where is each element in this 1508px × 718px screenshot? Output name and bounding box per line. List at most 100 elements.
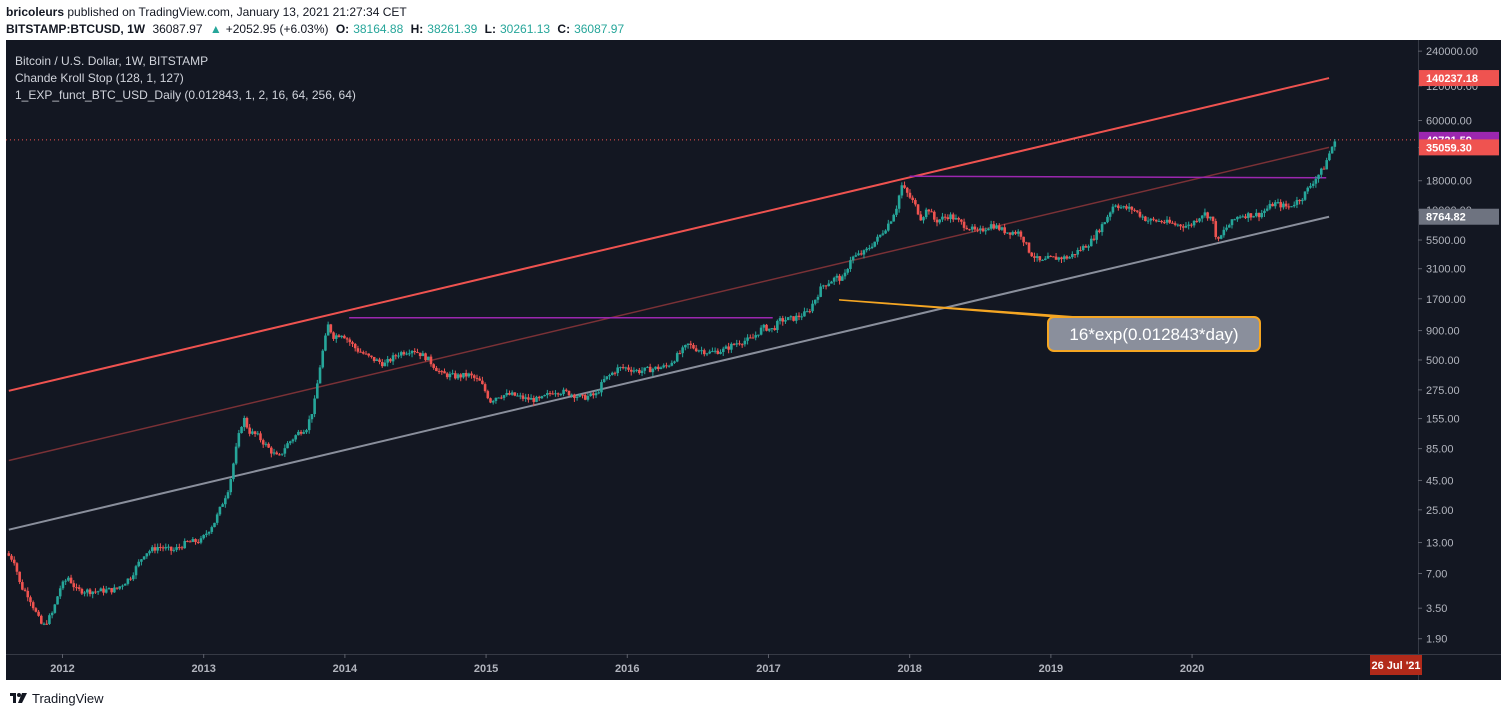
candle-body-334	[911, 197, 914, 201]
candle-body-243	[665, 365, 668, 367]
candle-body-99	[275, 452, 279, 455]
candle-body-422	[1149, 218, 1153, 221]
candle-body-70	[196, 542, 200, 544]
candle-body-9	[31, 602, 35, 609]
candle-body-450	[1225, 227, 1228, 230]
candle-body-464	[1263, 210, 1266, 214]
legend-title[interactable]: Bitcoin / U.S. Dollar, 1W, BITSTAMP	[15, 54, 209, 68]
candle-body-53	[150, 547, 154, 552]
candle-body-401	[1092, 238, 1096, 240]
candle-body-326	[889, 221, 893, 224]
candle-body-242	[662, 365, 665, 368]
candle-body-310	[846, 268, 850, 273]
candle-body-275	[751, 337, 755, 339]
close-label: C:	[557, 22, 571, 36]
candle-body-388	[1057, 257, 1061, 260]
candle-body-195	[535, 396, 538, 402]
candle-body-442	[1203, 212, 1207, 216]
candle-body-330	[900, 185, 904, 196]
candle-body-287	[784, 320, 787, 322]
candle-body-168	[462, 372, 465, 378]
candle-body-140	[386, 359, 389, 363]
candle-body-323	[881, 233, 885, 235]
candle-body-79	[221, 504, 224, 507]
candle-body-232	[635, 369, 638, 371]
candle-body-300	[819, 286, 822, 297]
x-tick-label-2: 2014	[333, 663, 358, 675]
candle-body-160	[440, 371, 444, 373]
candle-body-233	[638, 369, 641, 374]
candle-body-225	[616, 367, 619, 374]
candle-body-169	[464, 372, 468, 377]
candle-body-301	[822, 285, 825, 287]
candle-body-244	[667, 365, 671, 367]
candle-body-341	[930, 211, 933, 213]
candle-body-322	[878, 234, 882, 237]
candle-body-362	[987, 228, 990, 231]
candle-body-374	[1019, 231, 1023, 237]
candle-body-94	[261, 440, 265, 445]
candle-body-110	[305, 430, 308, 433]
candle-body-425	[1157, 220, 1161, 222]
candle-body-441	[1200, 215, 1204, 219]
candle-body-84	[234, 446, 238, 464]
candle-body-328	[895, 208, 898, 215]
candle-body-463	[1260, 213, 1264, 218]
candle-body-490	[1333, 141, 1337, 147]
legend-indicator-chande[interactable]: Chande Kroll Stop (128, 1, 127)	[15, 71, 184, 85]
candle-body-136	[375, 359, 379, 361]
candle-body-482	[1311, 183, 1315, 186]
candle-body-144	[397, 355, 400, 357]
candle-body-453	[1233, 219, 1236, 221]
candle-body-253	[692, 344, 695, 349]
candle-body-394	[1073, 254, 1077, 256]
candle-body-43	[123, 583, 127, 586]
candle-body-197	[540, 396, 544, 399]
candle-body-416	[1133, 209, 1136, 211]
candle-body-311	[849, 260, 852, 269]
candle-body-356	[970, 226, 974, 230]
candle-body-131	[362, 352, 365, 354]
candle-body-51	[145, 553, 149, 557]
candle-body-161	[443, 371, 446, 374]
candle-body-135	[372, 356, 376, 361]
candle-body-475	[1292, 204, 1296, 207]
candle-body-109	[302, 432, 306, 434]
candle-body-457	[1244, 216, 1247, 219]
candle-body-285	[778, 318, 782, 321]
candle-body-238	[651, 368, 655, 373]
candle-body-119	[329, 324, 333, 333]
candle-body-288	[786, 317, 790, 321]
candle-body-58	[164, 547, 168, 549]
tradingview-brand[interactable]: TradingView	[32, 691, 104, 706]
candle-body-344	[938, 219, 942, 223]
tradingview-logo-icon	[10, 693, 27, 703]
candle-body-38	[110, 588, 113, 593]
y-tick-label-7: 3100.00	[1426, 264, 1466, 276]
candle-body-373	[1016, 231, 1020, 234]
candle-body-228	[624, 367, 628, 369]
candle-body-105	[291, 439, 295, 442]
candle-body-241	[659, 367, 663, 370]
candle-body-274	[748, 337, 752, 339]
candle-body-127	[351, 342, 354, 344]
candle-body-188	[516, 395, 519, 397]
publisher-name[interactable]: bricoleurs	[6, 5, 65, 19]
candle-body-406	[1106, 216, 1109, 223]
candle-body-221	[605, 376, 609, 380]
candle-body-246	[673, 361, 676, 363]
price-label-3: 8764.82	[1426, 212, 1466, 224]
candle-body-130	[359, 351, 362, 353]
candle-body-192	[527, 397, 530, 400]
chart-pane[interactable]: 240000.00120000.0060000.0035000.0018000.…	[6, 40, 1501, 680]
candle-body-355	[968, 229, 971, 231]
open-label: O:	[335, 22, 350, 36]
candle-body-460	[1252, 216, 1255, 218]
price-label-2: 35059.30	[1426, 142, 1472, 154]
candle-body-397	[1081, 246, 1085, 251]
legend-indicator-exp[interactable]: 1_EXP_funct_BTC_USD_Daily (0.012843, 1, …	[15, 88, 356, 102]
price-chart[interactable]: 240000.00120000.0060000.0035000.0018000.…	[6, 40, 1501, 680]
candle-body-158	[435, 367, 438, 372]
candle-body-409	[1114, 205, 1117, 207]
candle-body-24	[72, 583, 76, 588]
